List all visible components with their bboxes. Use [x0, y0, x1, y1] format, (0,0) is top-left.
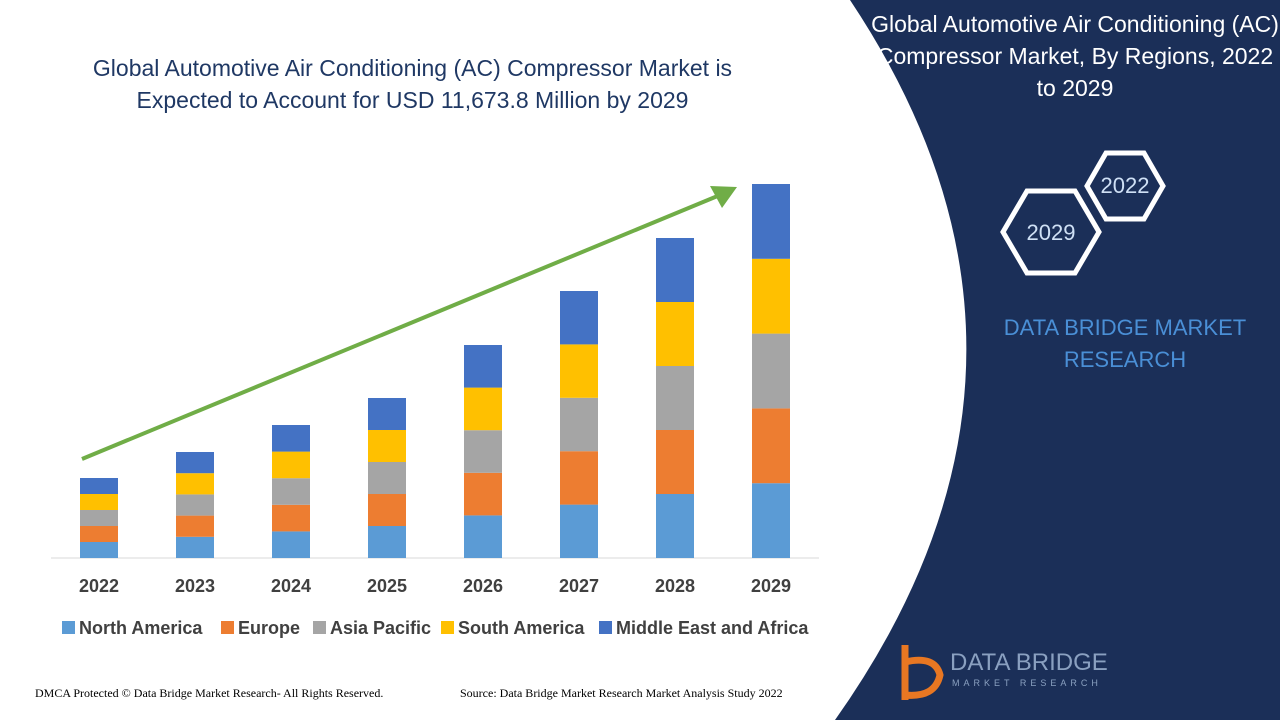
bar-segment [80, 542, 118, 558]
bar-segment [368, 526, 406, 558]
x-tick-label: 2025 [367, 576, 407, 596]
legend-label: Asia Pacific [330, 618, 431, 638]
bar-segment [272, 451, 310, 479]
bar-segment [656, 494, 694, 558]
legend-swatch [599, 621, 612, 634]
legend-swatch [62, 621, 75, 634]
bar-segment [656, 302, 694, 366]
bar-segment [752, 333, 790, 409]
x-tick-label: 2027 [559, 576, 599, 596]
bar-segment [464, 387, 502, 431]
bar-segment [656, 366, 694, 430]
bar-segment [176, 494, 214, 516]
bar-segment [176, 452, 214, 474]
legend-swatch [313, 621, 326, 634]
bar-segment [368, 430, 406, 462]
bar-segment [80, 494, 118, 510]
bar-segment [752, 408, 790, 484]
x-tick-label: 2024 [271, 576, 311, 596]
bar-segment [560, 504, 598, 558]
bar-segment [560, 344, 598, 398]
side-panel [835, 0, 1280, 720]
x-tick-label: 2026 [463, 576, 503, 596]
legend-label: Middle East and Africa [616, 618, 809, 638]
bar-segment [752, 184, 790, 259]
bar-segment [176, 473, 214, 495]
bar-segment [368, 462, 406, 494]
brand: DATA BRIDGE MARKET RESEARCH [1003, 315, 1247, 372]
bar-segment [656, 430, 694, 494]
legend-label: North America [79, 618, 203, 638]
logo-icon [901, 645, 944, 700]
hexagon [1000, 188, 1102, 276]
legend-swatch [221, 621, 234, 634]
bar-segment [464, 430, 502, 473]
hexagon [1084, 150, 1166, 222]
x-tick-label: 2023 [175, 576, 215, 596]
logo-name: DATA BRIDGE [950, 649, 1108, 676]
sidebar-title: Global Automotive Air Conditioning (AC) … [871, 11, 1279, 101]
bar-segment [752, 258, 790, 334]
bar-segment [752, 483, 790, 558]
hexagon-label: 2029 [1027, 220, 1076, 245]
bar-segment [80, 526, 118, 542]
bar-segment [272, 531, 310, 558]
bar-segment [272, 504, 310, 532]
bar-segment [464, 345, 502, 388]
legend-swatch [441, 621, 454, 634]
bar-segment [560, 291, 598, 345]
bar-segment [464, 472, 502, 516]
x-tick-label: 2022 [79, 576, 119, 596]
logo-tagline: MARKET RESEARCH [952, 678, 1102, 688]
hexagon-label: 2022 [1101, 173, 1150, 198]
bar-segment [560, 451, 598, 505]
bar-segment [272, 425, 310, 452]
bar-segment [80, 478, 118, 494]
bar-segment [176, 515, 214, 537]
chart-title: Global Automotive Air Conditioning (AC) … [92, 55, 733, 113]
legend-label: South America [458, 618, 585, 638]
bar-segment [560, 397, 598, 452]
bar-segment [368, 398, 406, 430]
bar-segment [176, 536, 214, 558]
trend-arrowhead [710, 186, 737, 208]
x-tick-label: 2028 [655, 576, 695, 596]
source: Source: Data Bridge Market Research Mark… [460, 686, 783, 700]
x-tick-label: 2029 [751, 576, 791, 596]
trend-arrow [81, 193, 721, 461]
bar-segment [656, 238, 694, 302]
legend-label: Europe [238, 618, 300, 638]
bar-segment [272, 478, 310, 505]
copyright: DMCA Protected © Data Bridge Market Rese… [35, 686, 384, 700]
bar-segment [464, 515, 502, 558]
bar-segment [80, 510, 118, 526]
bar-segment [368, 494, 406, 526]
